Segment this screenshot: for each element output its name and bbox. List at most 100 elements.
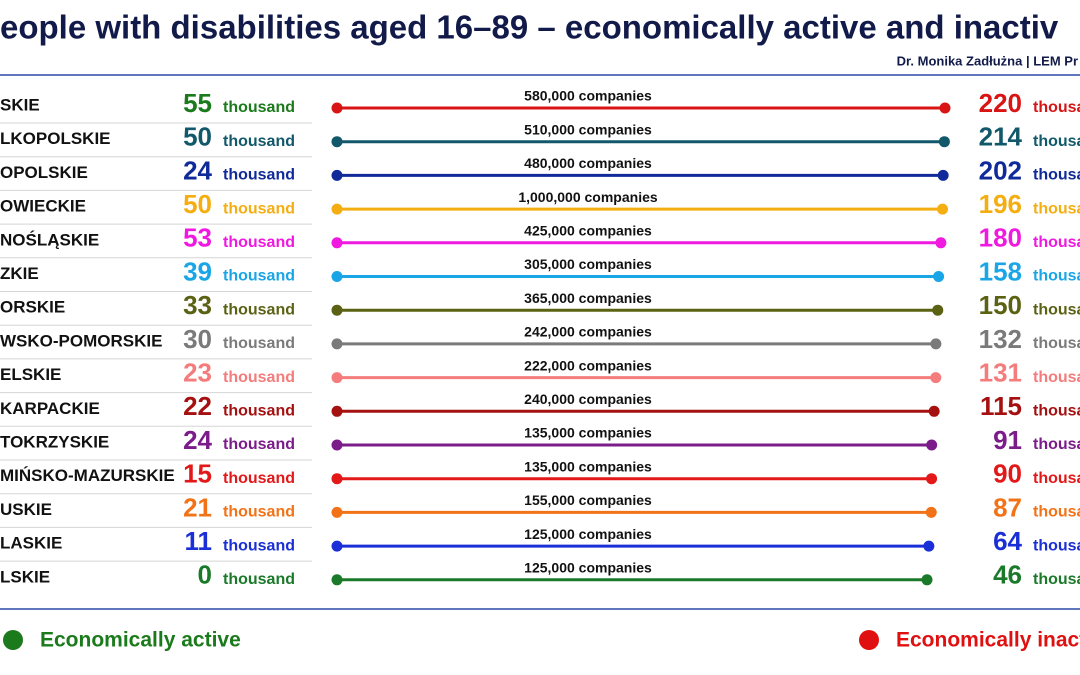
active-unit: thousand [223,571,295,588]
inactive-value: 202 [979,155,1022,185]
active-unit: thousand [223,200,295,217]
right-dot [926,473,938,485]
active-unit: thousand [223,470,295,487]
region-label: OPOLSKIE [0,163,88,182]
active-value: 22 [183,391,212,421]
inactive-unit: thousand [1033,403,1080,420]
inactive-value: 64 [993,526,1022,556]
legend-dot [3,630,23,650]
region-label: KARPACKIE [0,399,100,418]
inactive-value: 150 [979,290,1022,320]
inactive-unit: thousand [1033,167,1080,184]
active-value: 33 [183,290,212,320]
legend-label: Economically inactive [896,629,1080,652]
companies-label: 510,000 companies [524,121,652,137]
active-unit: thousand [223,436,295,453]
left-dot [331,102,343,114]
inactive-unit: thousand [1033,301,1080,318]
legend-dot [859,630,879,650]
companies-label: 425,000 companies [524,223,652,239]
inactive-unit: thousand [1033,234,1080,251]
region-label: SKIE [0,95,40,114]
left-dot [331,540,343,552]
inactive-value: 115 [980,391,1022,421]
active-unit: thousand [223,234,295,251]
right-dot [938,136,950,148]
right-dot [925,506,937,518]
companies-label: 135,000 companies [524,458,652,474]
inactive-unit: thousand [1033,335,1080,352]
companies-label: 125,000 companies [524,560,652,576]
active-unit: thousand [223,301,295,318]
right-dot [933,271,945,282]
right-dot [928,405,940,417]
inactive-unit: thousand [1033,99,1080,116]
right-dot [930,338,942,350]
active-value: 50 [183,122,212,152]
left-dot [331,203,343,215]
active-unit: thousand [223,403,295,420]
active-unit: thousand [223,167,295,184]
left-dot [331,136,343,148]
region-label: TOKRZYSKIE [0,432,109,451]
companies-label: 125,000 companies [524,526,652,542]
inactive-value: 158 [979,256,1022,286]
active-value: 30 [183,324,212,354]
companies-label: 365,000 companies [524,290,652,306]
region-label: ORSKIE [0,298,65,317]
left-dot [331,473,343,485]
active-value: 15 [183,459,212,489]
left-dot [331,271,343,282]
active-value: 23 [183,357,212,387]
region-label: OWIECKIE [0,197,86,216]
inactive-value: 220 [979,88,1022,118]
companies-label: 242,000 companies [524,324,652,340]
region-label: ELSKIE [0,365,61,384]
inactive-value: 46 [993,560,1022,590]
companies-label: 480,000 companies [524,155,652,171]
inactive-unit: thousand [1033,537,1080,554]
right-dot [935,237,947,249]
active-unit: thousand [223,133,295,150]
active-value: 53 [183,223,212,253]
inactive-value: 196 [979,189,1022,219]
inactive-value: 214 [979,122,1023,152]
active-value: 0 [198,560,212,590]
inactive-unit: thousand [1033,504,1080,521]
inactive-value: 90 [993,459,1022,489]
inactive-unit: thousand [1033,369,1080,386]
left-dot [331,169,343,181]
region-label: MIŃSKO-MAZURSKIE [0,466,175,485]
left-dot [331,405,343,417]
inactive-unit: thousand [1033,268,1080,285]
inactive-unit: thousand [1033,571,1080,588]
active-unit: thousand [223,537,295,554]
inactive-value: 180 [979,223,1022,253]
companies-label: 1,000,000 companies [518,189,658,205]
legend-label: Economically active [40,629,241,652]
active-value: 21 [183,492,212,522]
right-dot [937,169,949,181]
active-unit: thousand [223,504,295,521]
left-dot [331,237,343,249]
companies-label: 135,000 companies [524,425,652,441]
companies-label: 580,000 companies [524,88,652,104]
region-label: WSKO-POMORSKIE [0,331,162,350]
right-dot [932,304,944,316]
left-dot [331,439,343,451]
active-value: 24 [183,425,212,455]
left-dot [331,506,343,518]
inactive-unit: thousand [1033,470,1080,487]
active-unit: thousand [223,335,295,352]
left-dot [331,372,343,384]
active-value: 39 [183,256,212,286]
left-dot [331,338,343,350]
inactive-unit: thousand [1033,436,1080,453]
active-value: 11 [185,526,213,556]
right-dot [923,540,935,552]
right-dot [921,574,933,586]
companies-label: 155,000 companies [524,492,652,508]
companies-label: 240,000 companies [524,391,652,407]
